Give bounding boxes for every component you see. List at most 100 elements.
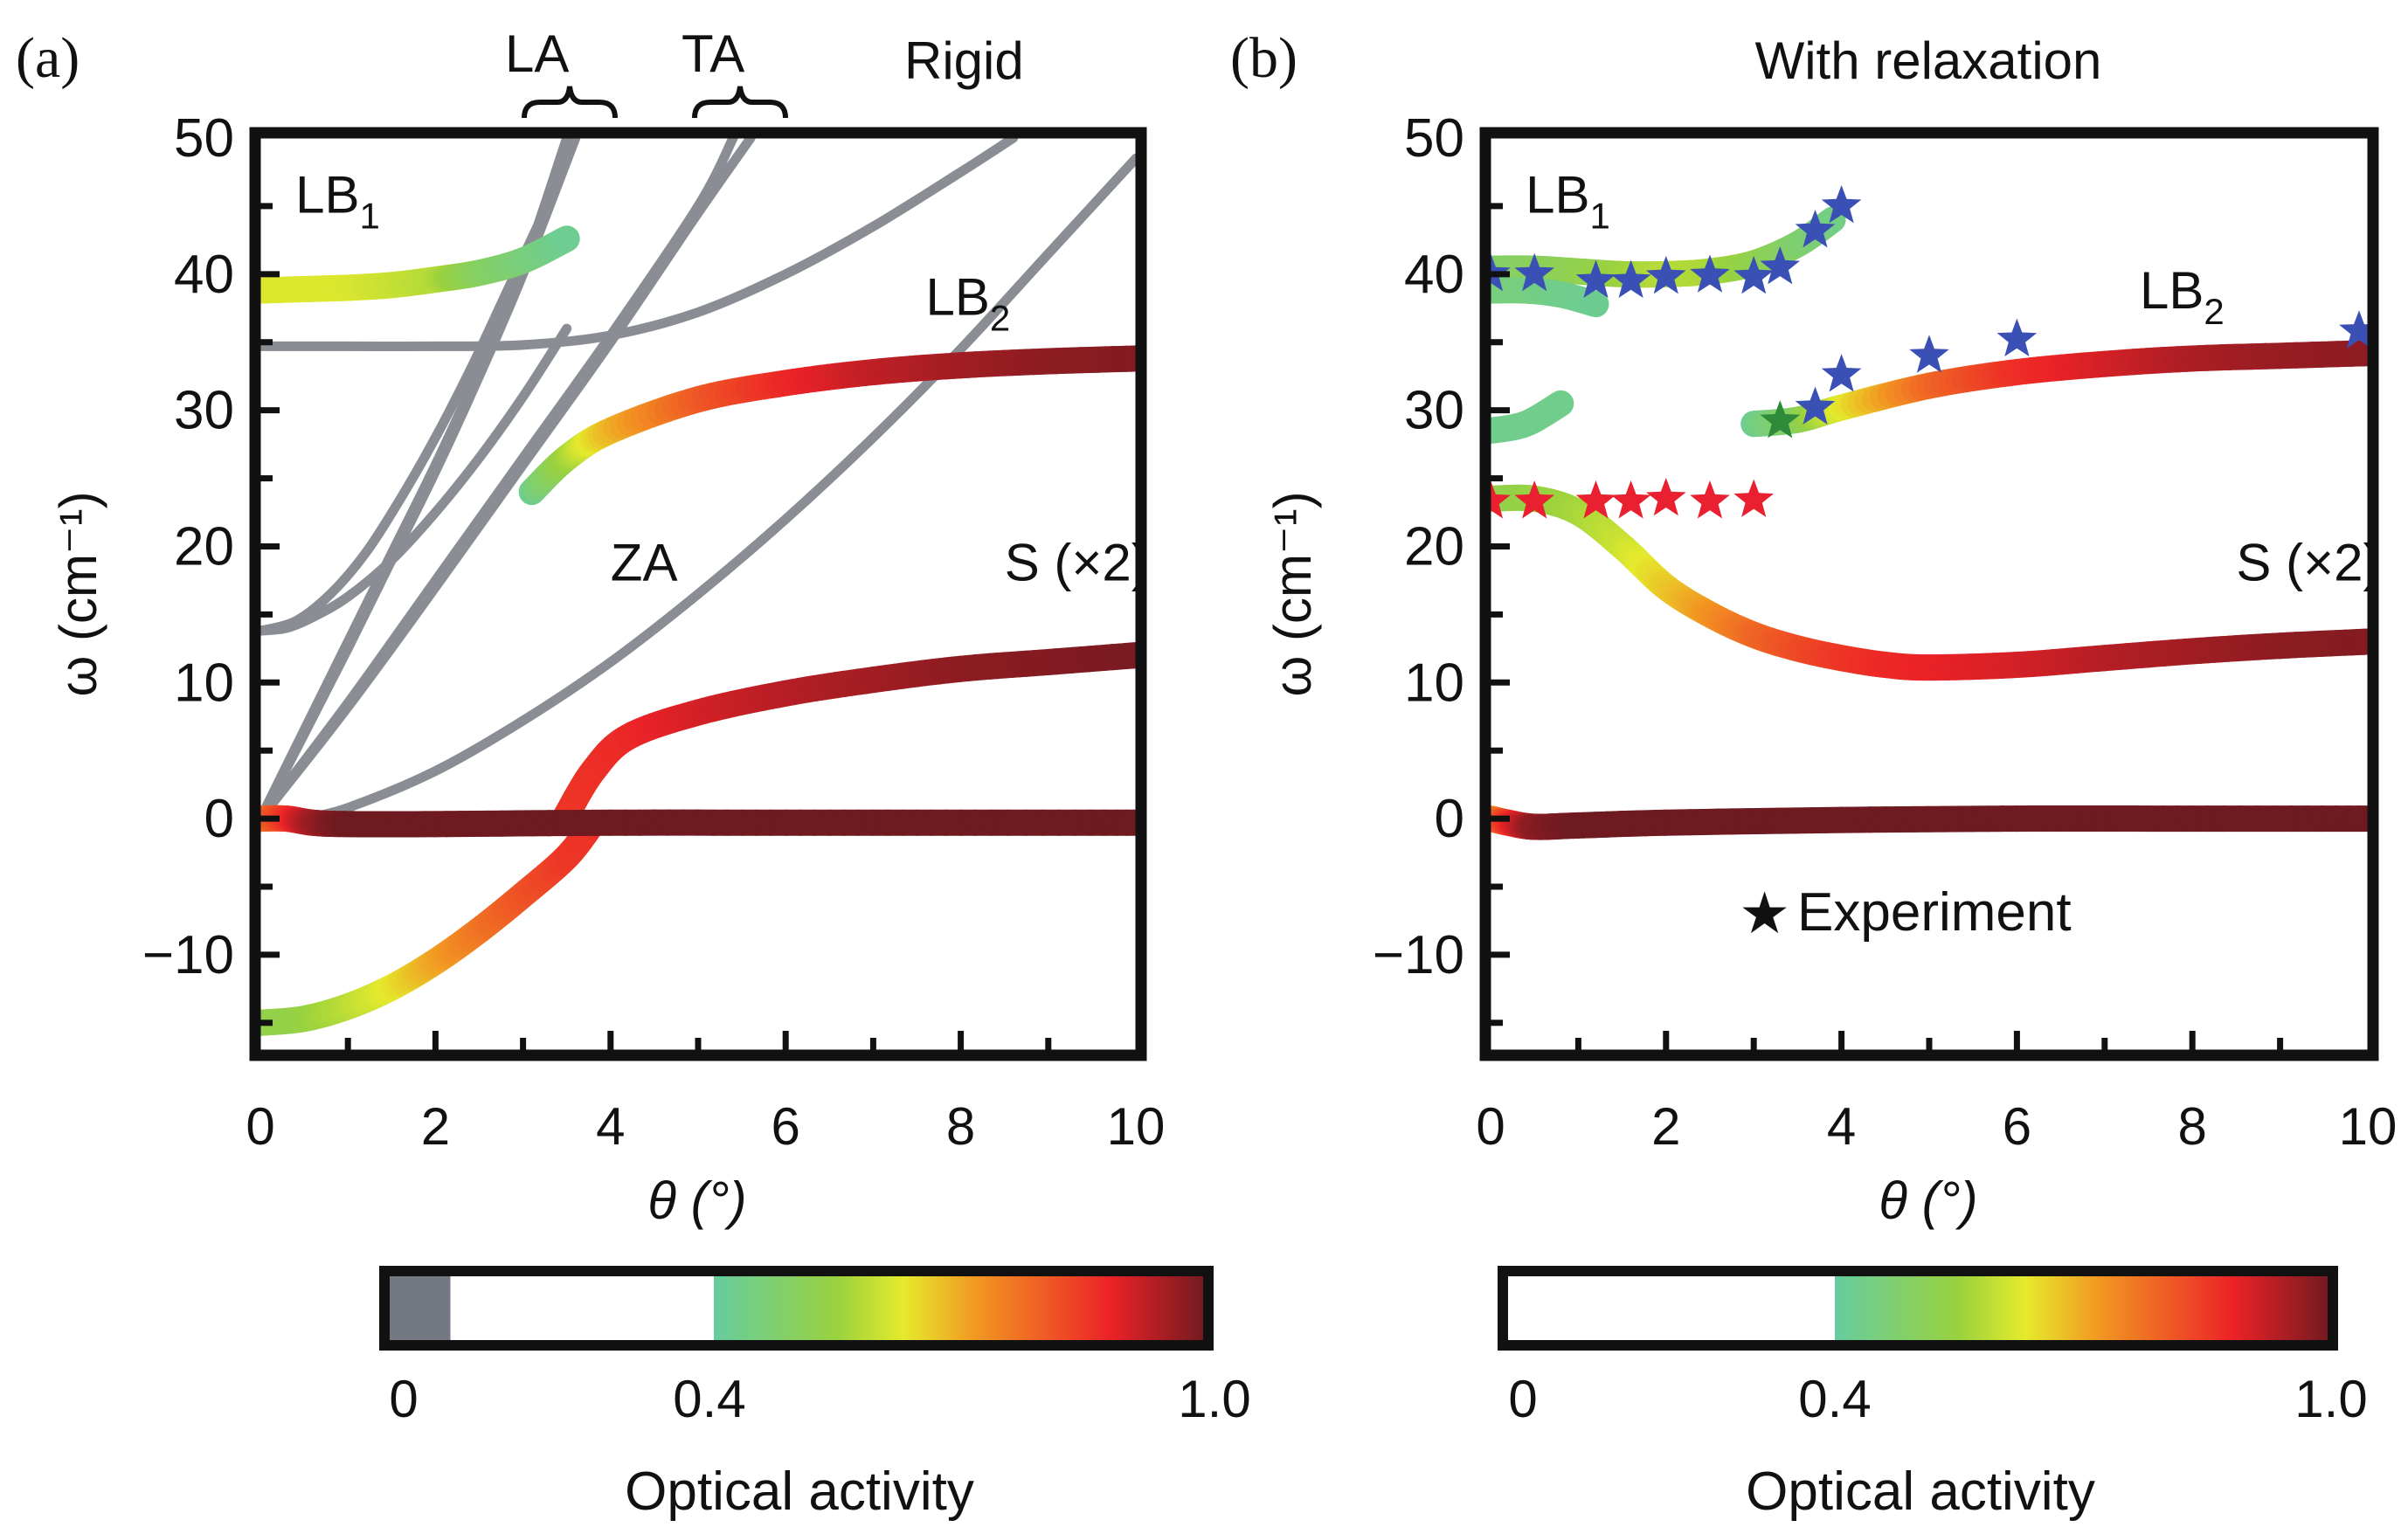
y-tick-label: −10 — [142, 925, 234, 985]
experiment-star-marker — [1795, 210, 1836, 248]
panel-title-a: Rigid — [904, 31, 1024, 90]
mode-curve-S-upper — [1491, 484, 2368, 681]
experiment-star-marker — [1821, 184, 1862, 224]
mode-curve-LB-30 — [1491, 390, 1574, 445]
x-tick-label: 4 — [1827, 1097, 1856, 1156]
axes-b: 0 2 4 6 8 10 −10 0 10 20 30 40 50 LB1 LB2 S (×2) — [1373, 108, 2398, 1156]
y-tick-label: 0 — [204, 789, 234, 849]
x-tick-label: 6 — [2003, 1097, 2031, 1156]
y-tick-label: 20 — [1404, 516, 1464, 577]
gray-mode-curve-ZA — [299, 153, 1136, 824]
colorbar-label-b: Optical activity — [1746, 1461, 2095, 1522]
y-tick-label: 30 — [174, 381, 234, 441]
mode-curve-segment — [1581, 290, 1609, 318]
mode-curve-LB2 — [518, 345, 1136, 506]
experiment-star-marker — [1996, 318, 2038, 356]
mode-curve-segment — [551, 225, 580, 253]
legend-star-icon: ★ — [1739, 881, 1790, 945]
experiment-star-marker — [1491, 480, 1511, 519]
xlabel-b: θ (°) — [1879, 1171, 1977, 1230]
plot-area-a — [260, 138, 1136, 1036]
experiment-star-marker — [1760, 400, 1801, 439]
legend-label-experiment: Experiment — [1797, 882, 2072, 943]
annotation-s-2-: S (×2) — [2236, 533, 2380, 591]
brace-ta — [692, 86, 788, 119]
mode-curve-LB1 — [260, 225, 580, 304]
x-tick-label: 2 — [1651, 1097, 1680, 1156]
mode-curve-S-zero — [1491, 805, 2368, 840]
annotation-la: LA — [505, 24, 569, 83]
axes-a: 0 2 4 6 8 10 −10 0 10 20 30 40 50 LB1 LB2 ZA S (×2) — [142, 108, 1166, 1156]
x-tick-label: 6 — [772, 1097, 800, 1156]
experiment-star-marker — [1690, 254, 1730, 293]
panel-label-b: (b) — [1230, 26, 1297, 90]
annotation-ta: TA — [682, 24, 744, 83]
colorbar-label-a: Optical activity — [625, 1461, 974, 1522]
annotation-lb1: LB1 — [1526, 166, 1610, 237]
colorbar-tick-a-0: 0 — [389, 1370, 418, 1428]
x-tick-label: 0 — [1476, 1097, 1505, 1156]
axes-frame — [1479, 127, 2379, 1061]
experiment-star-marker — [1514, 252, 1554, 292]
annotation-za: ZA — [611, 533, 678, 591]
y-tick-label: 50 — [1404, 108, 1464, 169]
y-tick-label: 10 — [1404, 653, 1464, 713]
y-tick-label: 30 — [1404, 381, 1464, 441]
mode-curve-LB1-lower — [1491, 277, 1609, 318]
y-tick-label: −10 — [1373, 925, 1464, 985]
experiment-star-marker — [1646, 477, 1686, 516]
x-tick-label: 2 — [421, 1097, 450, 1156]
colorbar-tick-a-2: 1.0 — [1178, 1370, 1250, 1428]
experiment-star-marker — [1795, 386, 1836, 425]
colorbar-tick-b-1: 0.4 — [1798, 1370, 1871, 1428]
experiment-star-marker — [1909, 335, 1949, 373]
ylabel-a: ω (cm⁻¹) — [49, 491, 107, 696]
colorbar-a — [379, 1266, 1214, 1351]
colorbar-tick-b-0: 0 — [1508, 1370, 1537, 1428]
plot-area-b — [1491, 184, 2368, 840]
experiment-star-marker — [1690, 480, 1730, 519]
x-tick-label: 4 — [596, 1097, 625, 1156]
y-tick-label: 10 — [174, 653, 234, 713]
experiment-star-marker — [1610, 259, 1651, 298]
panel-label-a: (a) — [16, 26, 80, 90]
panel-title-b: With relaxation — [1755, 31, 2102, 90]
y-tick-label: 20 — [174, 516, 234, 577]
experiment-star-marker — [1733, 255, 1774, 294]
experiment-star-marker — [1575, 480, 1616, 519]
brace-la — [522, 86, 618, 119]
colorbar-gradient — [379, 1266, 1214, 1351]
y-tick-label: 40 — [174, 245, 234, 305]
x-tick-label: 10 — [2339, 1097, 2398, 1156]
experiment-star-marker — [1646, 255, 1686, 294]
legend-experiment: ★ Experiment — [1739, 881, 2072, 945]
x-tick-label: 0 — [246, 1097, 274, 1156]
annotation-lb1: LB1 — [295, 166, 380, 237]
colorbar-tick-b-2: 1.0 — [2294, 1370, 2367, 1428]
experiment-star-marker — [1514, 480, 1554, 519]
mode-curve-S-zero — [260, 805, 1136, 838]
colorbar-tick-a-1: 0.4 — [673, 1370, 745, 1428]
panel-a: (a) Rigid LA TA 0 2 4 6 8 10 −10 0 10 20 30 40 50 LB1… — [16, 24, 1251, 1522]
experiment-star-marker — [1760, 246, 1801, 285]
gray-mode-curve-flat-34.7 — [260, 138, 1019, 352]
panel-b: (b) With relaxation 0 2 4 6 8 10 −10 0 10 20 30 40 5… — [1230, 26, 2397, 1522]
axes-frame — [249, 127, 1147, 1061]
x-tick-label: 10 — [1107, 1097, 1166, 1156]
experiment-star-marker — [1821, 354, 1862, 392]
experiment-star-marker — [1733, 479, 1774, 517]
mode-curve-LB2 — [1740, 340, 2368, 438]
gray-mode-curve-optical-14b — [260, 214, 546, 636]
x-tick-label: 8 — [2178, 1097, 2207, 1156]
mode-curve-S-upper — [553, 642, 1136, 828]
x-tick-label: 8 — [946, 1097, 975, 1156]
annotation-lb2: LB2 — [926, 268, 1011, 339]
experiment-star-marker — [2339, 310, 2368, 349]
xlabel-a: θ (°) — [647, 1171, 746, 1230]
annotation-lb2: LB2 — [2140, 261, 2225, 332]
colorbar-gradient — [1498, 1266, 2338, 1351]
annotation-s-2-: S (×2) — [1005, 533, 1149, 591]
mode-curve-S-lower — [260, 809, 606, 1036]
y-tick-label: 50 — [174, 108, 234, 169]
